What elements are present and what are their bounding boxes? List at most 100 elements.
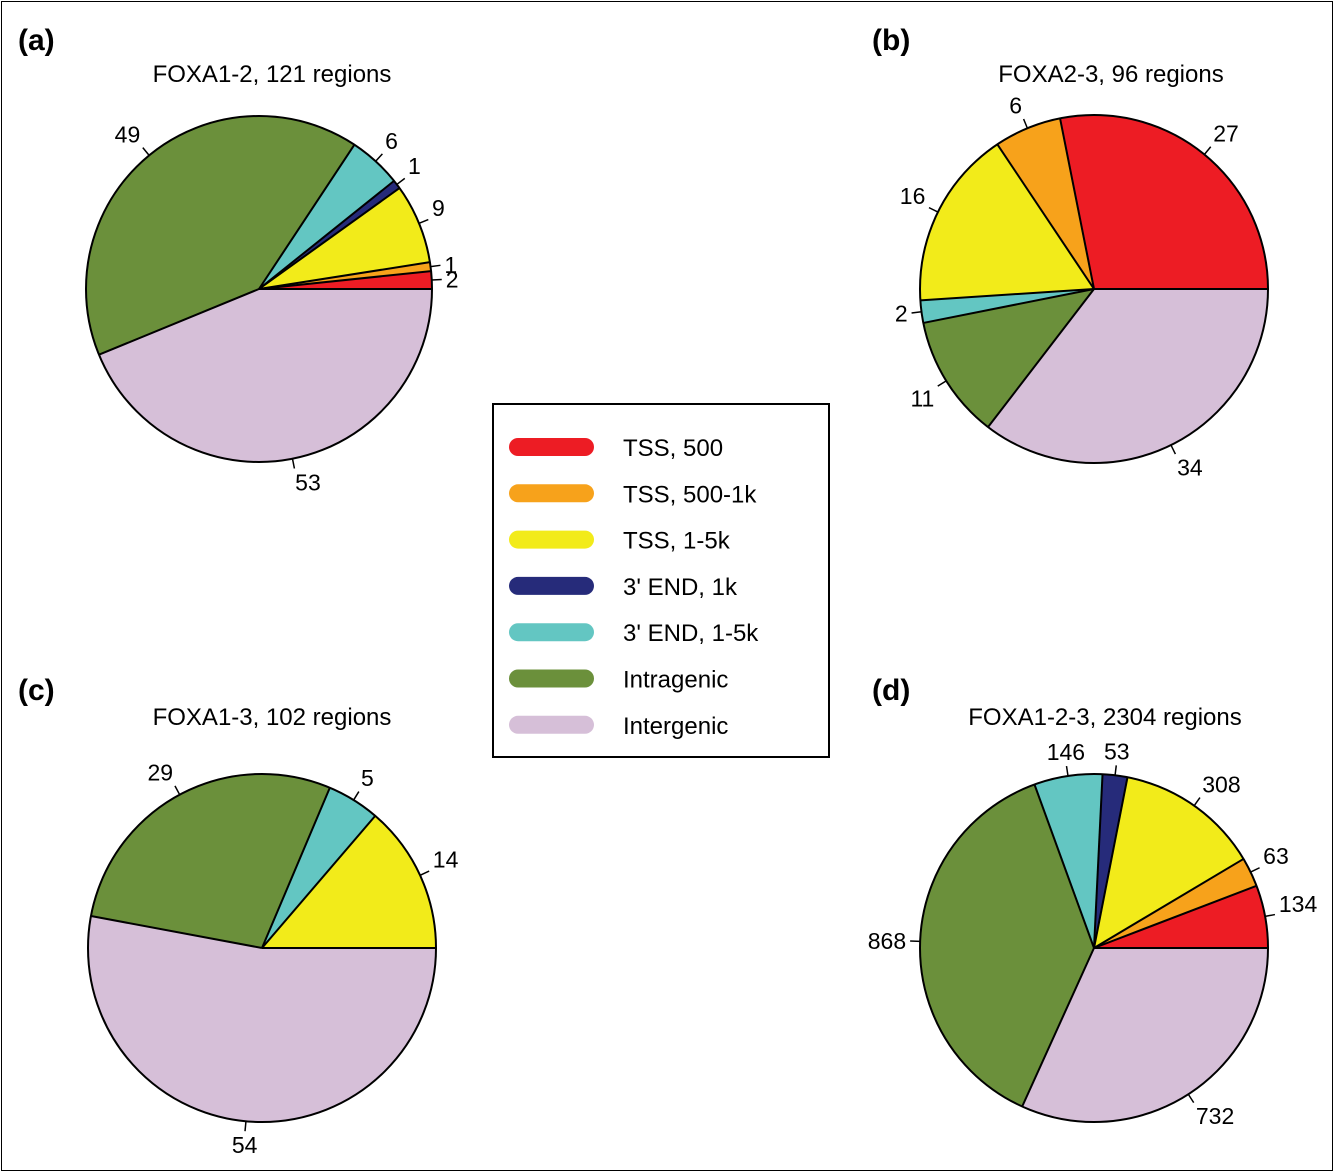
pie-a-label-tick bbox=[291, 458, 296, 469]
pie-d-value-label: 134 bbox=[1279, 891, 1318, 917]
pie-a-value-label: 53 bbox=[295, 469, 321, 495]
pie-b-outline bbox=[919, 114, 1269, 464]
legend-swatch bbox=[509, 484, 594, 503]
legend-label: TSS, 500-1k bbox=[623, 481, 757, 508]
pie-b-value-label: 11 bbox=[910, 385, 934, 411]
pie-b-label-tick bbox=[937, 380, 947, 387]
pie-d-slice-3-end-1-5k bbox=[1034, 773, 1103, 948]
pie-c-slice-intergenic bbox=[88, 916, 436, 1122]
pie-b-slice-intragenic bbox=[923, 289, 1094, 428]
pie-a-label-tick bbox=[431, 278, 442, 281]
pie-d-label-tick bbox=[1250, 867, 1260, 873]
pie-a-slice-intergenic bbox=[98, 289, 433, 463]
pie-d-label-tick bbox=[1065, 765, 1069, 777]
pie-c-label-tick bbox=[244, 1121, 247, 1132]
legend-label: 3' END, 1-5k bbox=[623, 620, 759, 647]
pie-d-slice-edge bbox=[1021, 947, 1095, 1107]
legend-swatch bbox=[509, 715, 594, 734]
legend-swatch bbox=[509, 438, 594, 456]
pie-a-value-label: 1 bbox=[408, 153, 421, 179]
pie-c-value-label: 5 bbox=[361, 765, 374, 791]
pie-title-d: FOXA1-2-3, 2304 regions bbox=[968, 704, 1241, 731]
pie-a-label-tick bbox=[375, 153, 383, 162]
pie-d-slice-edge bbox=[1093, 774, 1104, 949]
pie-d-value-label: 146 bbox=[1047, 739, 1085, 765]
legend: TSS, 500 TSS, 500-1k TSS, 1-5k 3' END, 1k 3'… bbox=[492, 403, 830, 758]
pie-b-slice-tss-500 bbox=[1060, 114, 1268, 289]
panel-letter-d: (d) bbox=[872, 674, 910, 707]
pie-b-slice-edge bbox=[920, 288, 1095, 302]
pie-d: 134 63 308 53 146 868 732 bbox=[868, 738, 1318, 1129]
pie-a-slice-edge bbox=[258, 187, 401, 290]
pie-d-label-tick bbox=[1193, 797, 1201, 807]
pie-title-a: FOXA1-2, 121 regions bbox=[153, 61, 392, 88]
pie-c: 14 5 29 54 bbox=[87, 759, 459, 1158]
panel-letter-a: (a) bbox=[18, 24, 55, 57]
panel-letter-b: (b) bbox=[872, 24, 910, 57]
pie-a-slice-intragenic bbox=[85, 115, 355, 355]
pie-b-slice-edge bbox=[996, 143, 1095, 290]
pie-a-outline bbox=[85, 115, 433, 463]
pie-d-label-tick bbox=[1187, 1093, 1195, 1104]
pie-b-value-label: 27 bbox=[1213, 121, 1239, 147]
pie-d-value-label: 732 bbox=[1196, 1103, 1234, 1129]
pie-d-value-label: 868 bbox=[868, 928, 906, 954]
pie-d-label-tick bbox=[1264, 913, 1276, 918]
pie-c-value-label: 54 bbox=[232, 1132, 258, 1158]
pie-d-slice-tss-500-1k bbox=[1094, 858, 1257, 948]
legend-label: TSS, 500 bbox=[623, 435, 723, 462]
pie-c-outline bbox=[87, 773, 437, 1123]
pie-d-value-label: 308 bbox=[1202, 771, 1240, 797]
pie-b-value-label: 6 bbox=[1009, 92, 1022, 118]
pie-title-c: FOXA1-3, 102 regions bbox=[153, 704, 392, 731]
pie-c-value-label: 14 bbox=[433, 846, 459, 872]
pie-c-slice-edge bbox=[261, 815, 376, 949]
pie-a-label-tick bbox=[430, 264, 441, 268]
pie-c-slice-intragenic bbox=[90, 773, 330, 948]
pie-a-value-label: 49 bbox=[115, 122, 141, 148]
pie-d-slice-tss-500 bbox=[1094, 885, 1268, 948]
pie-c-label-tick bbox=[174, 785, 181, 796]
legend-swatch bbox=[509, 623, 594, 642]
pie-b-label-tick bbox=[1170, 444, 1177, 455]
pie-b-value-label: 16 bbox=[900, 183, 926, 209]
pie-c-slice-edge bbox=[261, 787, 331, 949]
pie-b-value-label: 2 bbox=[895, 301, 908, 327]
pie-a-value-label: 9 bbox=[432, 195, 445, 221]
pie-d-slice-intergenic bbox=[1022, 948, 1268, 1122]
legend-swatch bbox=[509, 530, 594, 549]
pie-b: 27 6 16 2 11 34 bbox=[895, 92, 1269, 481]
pie-b-label-tick bbox=[1022, 118, 1029, 129]
legend-label: Intergenic bbox=[623, 713, 728, 740]
pie-d-slice-intragenic bbox=[919, 784, 1094, 1107]
pie-c-slice-edge bbox=[90, 915, 263, 949]
pie-c-value-label: 29 bbox=[147, 759, 173, 785]
pie-b-slice-edge bbox=[1059, 118, 1095, 290]
pie-a-value-label: 6 bbox=[385, 128, 398, 154]
pie-d-slice-edge bbox=[1093, 777, 1129, 949]
legend-label: 3' END, 1k bbox=[623, 574, 738, 601]
legend-label: Intragenic bbox=[623, 667, 728, 694]
pie-d-outline bbox=[919, 773, 1269, 1123]
pie-a-slice-edge bbox=[258, 180, 395, 290]
pie-a-slice-tss-1-5k bbox=[259, 188, 430, 289]
pie-b-label-tick bbox=[1203, 146, 1212, 155]
pie-title-b: FOXA2-3, 96 regions bbox=[998, 61, 1223, 88]
pie-a-slice-edge bbox=[258, 144, 356, 290]
pie-a-label-tick bbox=[142, 147, 150, 156]
pie-c-slice-3-end-1-5k bbox=[262, 787, 376, 948]
pie-b-slice-tss-500-1k bbox=[997, 118, 1094, 289]
pie-d-slice-tss-1-5k bbox=[1094, 777, 1244, 948]
pie-b-slice-tss-1-5k bbox=[919, 144, 1094, 301]
pie-a-slice-edge bbox=[258, 270, 432, 290]
pie-a-value-label: 1 bbox=[444, 252, 457, 278]
pie-d-label-tick bbox=[1114, 765, 1118, 776]
pie-c-slice-tss-1-5k bbox=[262, 815, 436, 948]
pie-b-label-tick bbox=[911, 310, 922, 314]
pie-c-label-tick bbox=[352, 791, 360, 801]
pie-b-label-tick bbox=[928, 206, 939, 213]
pie-b-value-label: 34 bbox=[1177, 455, 1203, 481]
